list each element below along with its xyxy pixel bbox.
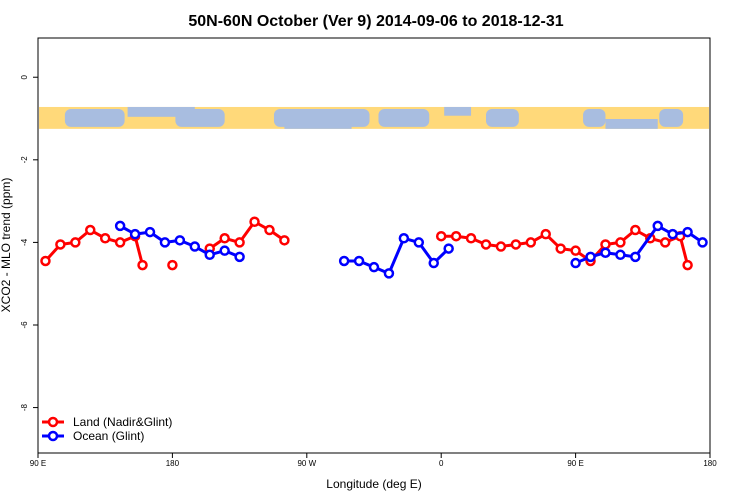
series-layer: [40, 216, 708, 279]
data-point: [189, 241, 201, 252]
x-tick-label: 180: [166, 459, 180, 468]
legend: Land (Nadir&Glint) Ocean (Glint): [42, 415, 172, 443]
data-point: [114, 237, 126, 248]
data-point: [630, 251, 641, 263]
data-point: [368, 261, 380, 273]
data-point: [697, 237, 708, 248]
y-tick-label: 0: [20, 74, 29, 79]
map-ocean: [583, 108, 606, 127]
data-point: [659, 237, 671, 248]
data-point: [495, 241, 507, 252]
x-axis: 90 E 180 90 W 0 90 E 180: [30, 453, 717, 468]
data-point: [465, 233, 477, 244]
data-point: [40, 255, 51, 267]
data-point: [249, 216, 260, 228]
data-point: [398, 233, 410, 244]
map-ocean: [444, 106, 472, 116]
data-point: [70, 237, 81, 248]
data-point: [450, 230, 462, 242]
data-point: [443, 243, 454, 254]
data-point: [435, 230, 447, 242]
map-ocean: [378, 108, 430, 127]
data-point: [682, 226, 693, 238]
map-ocean: [284, 117, 352, 129]
data-point: [555, 243, 566, 254]
legend-ocean-label: Ocean (Glint): [73, 429, 144, 443]
data-point: [99, 233, 111, 244]
data-point: [570, 257, 581, 269]
y-axis-label: XCO2 - MLO trend (ppm): [0, 178, 13, 313]
data-point: [615, 237, 626, 248]
data-point: [55, 239, 66, 250]
map-ocean: [605, 118, 658, 129]
data-point: [600, 239, 611, 250]
data-point: [144, 226, 156, 238]
legend-land-label: Land (Nadir&Glint): [73, 415, 172, 429]
data-point: [219, 233, 230, 244]
y-tick-label: -4: [20, 238, 29, 246]
data-point: [570, 245, 581, 256]
data-point: [159, 237, 171, 248]
y-tick-label: -8: [20, 403, 29, 411]
map-band: [39, 106, 709, 129]
data-point: [480, 239, 492, 250]
data-point: [540, 228, 551, 240]
data-point: [338, 255, 350, 267]
data-point: [667, 228, 678, 240]
data-point: [652, 220, 663, 232]
map-ocean: [64, 108, 125, 127]
data-point: [174, 235, 186, 246]
y-tick-label: -6: [20, 321, 29, 329]
x-axis-label: Longitude (deg E): [326, 477, 421, 491]
series-land: [40, 216, 693, 271]
data-point: [353, 255, 365, 267]
data-point: [600, 247, 611, 258]
data-point: [137, 259, 148, 271]
data-point: [264, 224, 275, 236]
plot-frame: [37, 37, 711, 454]
data-point: [413, 237, 425, 248]
data-point: [279, 235, 290, 246]
series-ocean: [114, 220, 708, 279]
data-point: [682, 259, 693, 271]
data-point: [615, 249, 626, 261]
map-ocean: [659, 108, 684, 127]
x-tick-label: 90 E: [30, 459, 46, 468]
data-point: [428, 257, 439, 269]
data-point: [204, 249, 215, 261]
map-ocean: [127, 106, 195, 117]
data-point: [234, 237, 245, 248]
x-tick-label: 90 W: [297, 459, 316, 468]
legend-ocean-marker: [47, 430, 59, 442]
data-point: [85, 224, 96, 236]
data-point: [630, 224, 641, 236]
x-tick-label: 0: [439, 459, 444, 468]
y-axis: 0 -2 -4 -6 -8: [20, 74, 38, 411]
data-point: [234, 251, 245, 263]
data-point: [525, 237, 537, 248]
chart-title: 50N-60N October (Ver 9) 2014-09-06 to 20…: [188, 13, 563, 30]
x-tick-label: 180: [703, 459, 717, 468]
data-point: [510, 239, 522, 250]
legend-land-marker: [47, 416, 59, 428]
data-point: [129, 228, 141, 240]
data-point: [383, 268, 395, 279]
data-point: [219, 245, 230, 256]
y-tick-label: -2: [20, 156, 29, 164]
data-point: [585, 251, 596, 263]
x-tick-label: 90 E: [567, 459, 583, 468]
data-point: [167, 259, 178, 271]
map-ocean: [486, 108, 519, 127]
data-point: [114, 220, 126, 232]
